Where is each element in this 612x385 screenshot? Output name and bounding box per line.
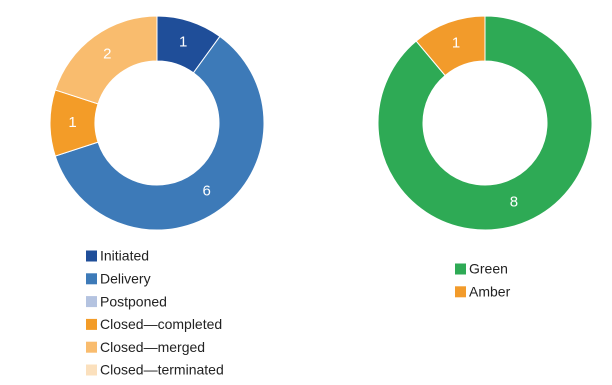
data-label: 6 [202, 182, 210, 199]
data-label: 1 [452, 35, 460, 52]
legend-label: Closed—completed [100, 316, 222, 332]
donut-slice [54, 35, 265, 231]
legend-swatch [86, 296, 97, 308]
data-label: 1 [68, 114, 76, 131]
legend-label: Closed—merged [100, 339, 205, 355]
legend-swatch [86, 341, 97, 353]
legend-label: Amber [469, 284, 511, 300]
data-label: 8 [510, 193, 518, 210]
legend-label: Initiated [100, 248, 149, 264]
legend-label: Green [469, 261, 508, 277]
legend-label: Closed—terminated [100, 362, 224, 378]
legend-label: Delivery [100, 271, 151, 287]
data-label: 1 [179, 34, 187, 51]
donut-slice [377, 15, 593, 231]
data-label: 2 [103, 46, 111, 63]
legend-swatch [86, 273, 97, 285]
legend-swatch [86, 364, 97, 376]
legend-swatch [455, 263, 466, 275]
legend-swatch [86, 318, 97, 330]
legend-swatch [86, 250, 97, 262]
donut-slice [415, 15, 486, 77]
legend-label: Postponed [100, 293, 167, 309]
donut-slice [54, 15, 158, 105]
legend-swatch [455, 286, 466, 298]
